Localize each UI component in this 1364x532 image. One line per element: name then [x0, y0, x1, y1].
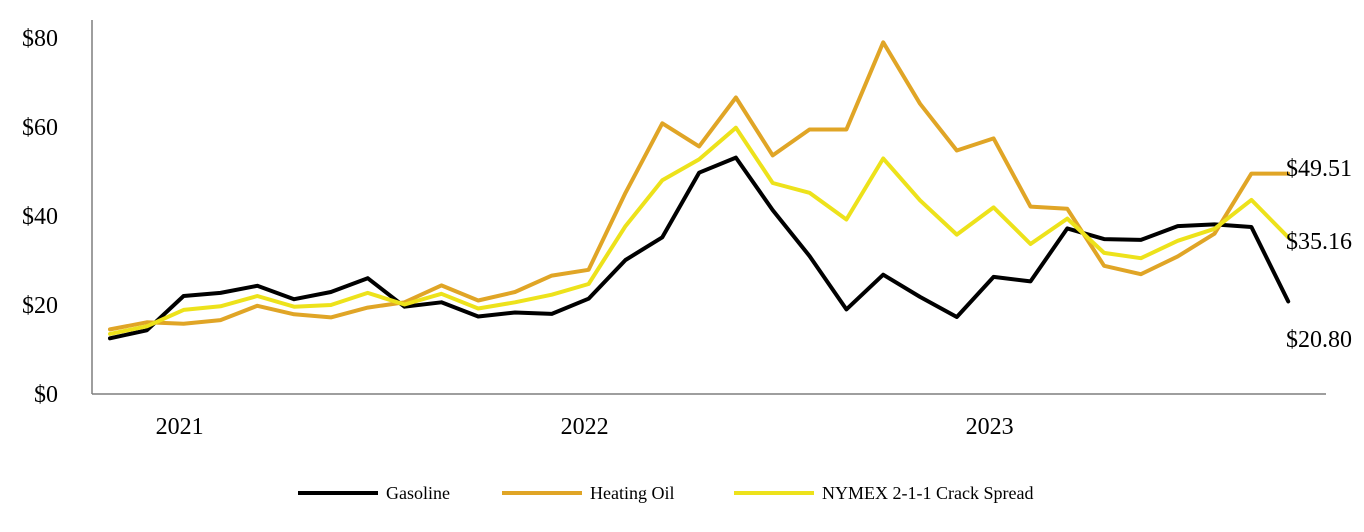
y-tick-label: $20 — [22, 293, 58, 319]
line-chart: $0 $20 $40 $60 $80 2021 2022 2023 $20.80 $49.51… — [22, 20, 1352, 440]
end-value-label: $35.16 — [1286, 229, 1352, 255]
axes — [91, 20, 1326, 395]
series-line-heating-oil — [108, 40, 1291, 332]
y-tick-label: $60 — [22, 115, 58, 141]
series-line-nymex-2-1-1-crack-spread — [108, 125, 1291, 336]
end-labels: $20.80 $49.51 $35.16 — [1286, 156, 1352, 353]
legend-item: Gasoline — [298, 476, 450, 510]
legend-item: Heating Oil — [502, 476, 674, 510]
series-line-gasoline — [108, 155, 1291, 341]
end-value-label: $20.80 — [1286, 327, 1352, 353]
y-tick-label: $80 — [22, 26, 58, 52]
legend-label: NYMEX 2-1-1 Crack Spread — [822, 482, 1034, 503]
x-tick-label: 2021 — [156, 414, 204, 440]
series-lines — [108, 40, 1291, 341]
end-value-label: $49.51 — [1286, 156, 1352, 182]
x-tick-label: 2022 — [561, 414, 609, 440]
legend-label: Gasoline — [386, 482, 450, 503]
legend-item: NYMEX 2-1-1 Crack Spread — [734, 476, 1033, 510]
y-axis-ticks: $0 $20 $40 $60 $80 — [22, 26, 58, 408]
x-axis-ticks: 2021 2022 2023 — [156, 414, 1014, 440]
legend-swatch — [298, 491, 378, 495]
y-tick-label: $40 — [22, 204, 58, 230]
legend: Gasoline Heating Oil NYMEX 2-1-1 Crack Spr… — [0, 476, 1364, 510]
legend-swatch — [502, 491, 582, 495]
x-tick-label: 2023 — [966, 414, 1014, 440]
y-tick-label: $0 — [34, 382, 58, 408]
legend-swatch — [734, 491, 814, 495]
legend-label: Heating Oil — [590, 482, 675, 503]
